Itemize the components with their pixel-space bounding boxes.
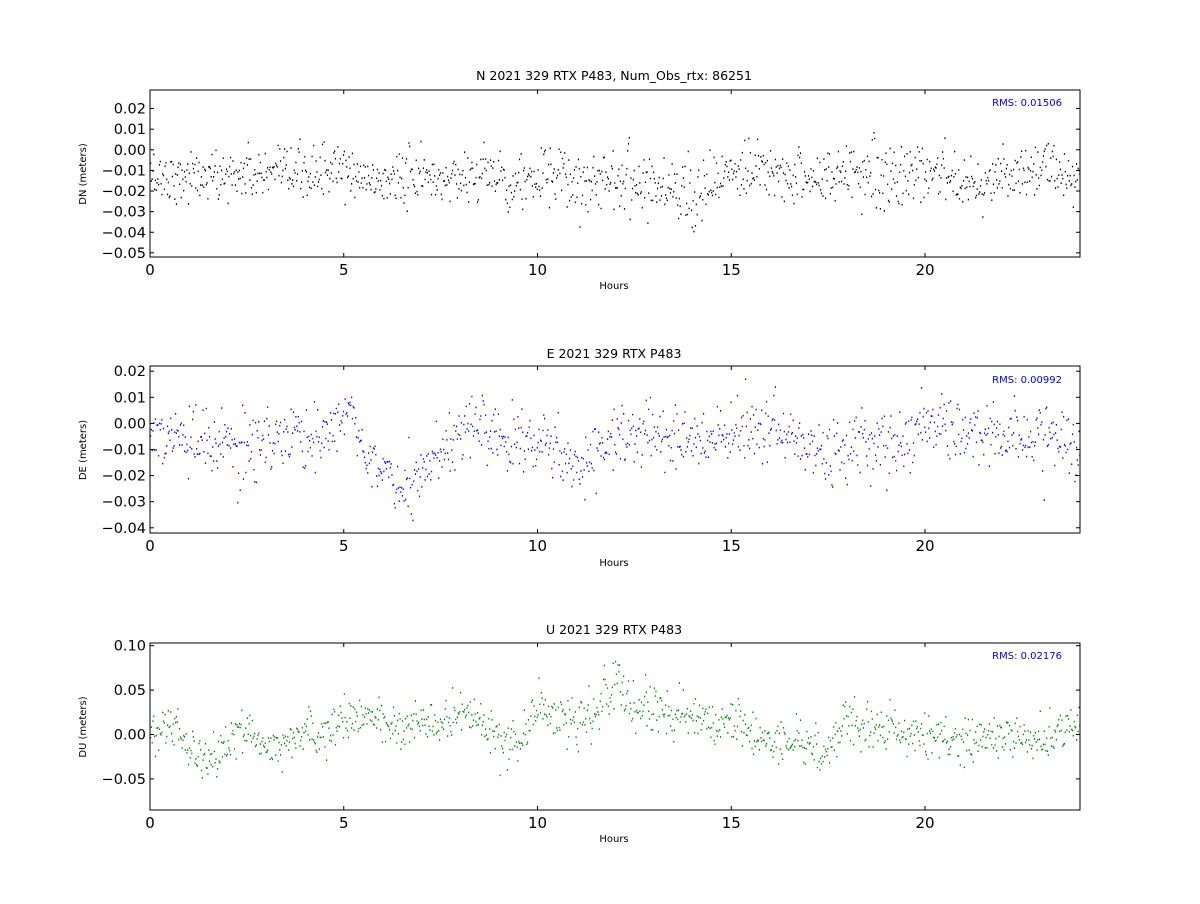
north-rms-label: RMS: 0.01506 bbox=[992, 98, 1062, 109]
north-x-tick-label: 5 bbox=[339, 261, 349, 279]
north-axes-frame bbox=[149, 89, 1081, 258]
north-x-tick-label: 0 bbox=[145, 261, 155, 279]
east-x-axis-label: Hours bbox=[599, 558, 628, 569]
east-x-tick-label: 20 bbox=[915, 537, 934, 555]
up-x-tick-label: 10 bbox=[528, 814, 547, 832]
north-x-tick-label: 15 bbox=[722, 261, 741, 279]
north-x-tick-label: 10 bbox=[528, 261, 547, 279]
east-y-axis-label: DE (meters) bbox=[78, 420, 89, 480]
up-y-tick-label: 0.05 bbox=[114, 683, 146, 699]
east-y-tick-label: 0.02 bbox=[114, 364, 146, 380]
up-x-tick-label: 15 bbox=[722, 814, 741, 832]
north-y-tick-label: −0.02 bbox=[102, 184, 146, 200]
east-x-tick-label: 10 bbox=[528, 537, 547, 555]
east-x-tick-label: 0 bbox=[145, 537, 155, 555]
east-y-tick-label: −0.02 bbox=[102, 469, 146, 485]
up-series-markers bbox=[150, 660, 1080, 779]
up-panel-title: U 2021 329 RTX P483 bbox=[546, 622, 682, 637]
north-y-tick-label: 0.02 bbox=[114, 102, 146, 118]
north-y-tick-label: −0.04 bbox=[102, 225, 146, 241]
up-panel: U 2021 329 RTX P483 0 5 10 15 20 0.10 0.05 0.00… bbox=[78, 622, 1081, 845]
east-panel: E 2021 329 RTX P483 0 5 10 15 20 0.02 0.01 0.00… bbox=[78, 346, 1081, 569]
up-x-tick-label: 20 bbox=[915, 814, 934, 832]
up-x-tick-label: 5 bbox=[339, 814, 349, 832]
up-plot-area: 0 5 10 15 20 0.10 0.05 0.00 −0.05 bbox=[102, 639, 1081, 832]
up-y-tick-label: 0.10 bbox=[114, 639, 146, 655]
up-y-tick-label: 0.00 bbox=[114, 727, 146, 743]
east-x-tick-label: 5 bbox=[339, 537, 349, 555]
north-y-axis-label: DN (meters) bbox=[78, 143, 89, 205]
east-y-tick-label: 0.00 bbox=[114, 416, 146, 432]
north-y-tick-label: −0.05 bbox=[102, 246, 146, 262]
east-x-tick-label: 15 bbox=[722, 537, 741, 555]
east-y-tick-label: −0.04 bbox=[102, 521, 146, 537]
east-plot-area: 0 5 10 15 20 0.02 0.01 0.00 −0.01 −0.02 −0.03 −0.04 bbox=[102, 364, 1081, 555]
east-rms-label: RMS: 0.00992 bbox=[992, 375, 1062, 386]
east-y-tick-label: −0.01 bbox=[102, 443, 146, 459]
north-panel-title: N 2021 329 RTX P483, Num_Obs_rtx: 86251 bbox=[476, 68, 752, 83]
north-plot-area: 0 5 10 15 20 0.02 0.01 0.00 −0.01 −0.02 −0.03 −0.04… bbox=[102, 89, 1081, 279]
north-y-tick-label: −0.03 bbox=[102, 205, 146, 221]
east-y-tick-label: 0.01 bbox=[114, 390, 146, 406]
up-rms-label: RMS: 0.02176 bbox=[992, 651, 1062, 662]
up-x-axis-label: Hours bbox=[599, 834, 628, 845]
north-y-tick-label: 0.01 bbox=[114, 122, 146, 138]
north-x-tick-label: 20 bbox=[915, 261, 934, 279]
north-panel: N 2021 329 RTX P483, Num_Obs_rtx: 86251 … bbox=[78, 68, 1081, 292]
east-y-tick-label: −0.03 bbox=[102, 495, 146, 511]
north-y-tick-label: 0.00 bbox=[114, 143, 146, 159]
up-y-tick-label: −0.05 bbox=[102, 772, 146, 788]
up-x-tick-label: 0 bbox=[145, 814, 155, 832]
up-y-axis-label: DU (meters) bbox=[78, 696, 89, 757]
east-panel-title: E 2021 329 RTX P483 bbox=[547, 346, 682, 361]
up-axes-frame bbox=[149, 642, 1081, 811]
north-x-axis-label: Hours bbox=[599, 281, 628, 292]
north-y-tick-label: −0.01 bbox=[102, 163, 146, 179]
